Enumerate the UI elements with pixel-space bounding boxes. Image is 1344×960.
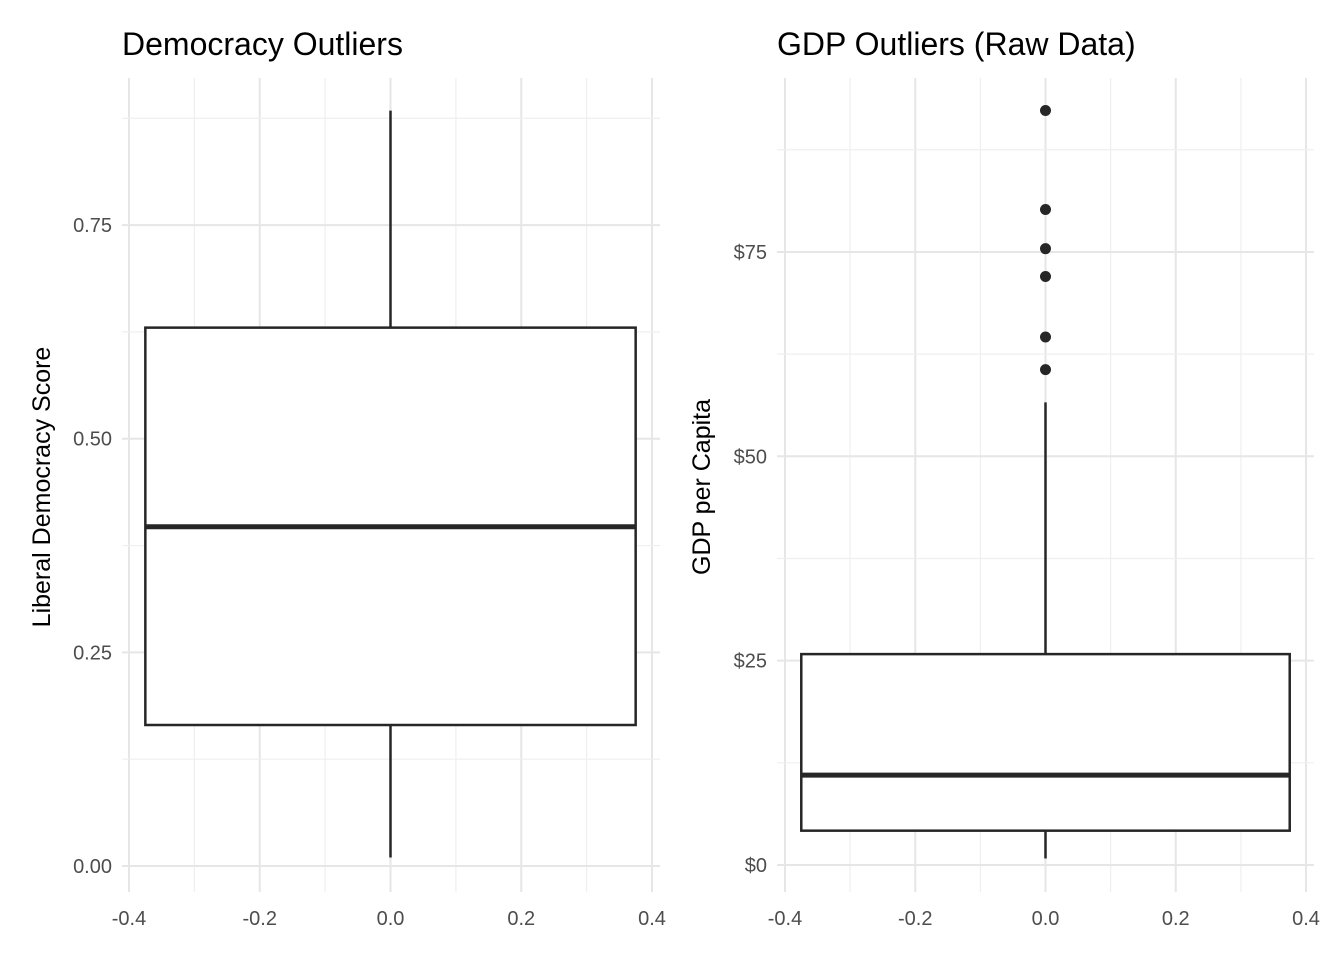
- outlier-point: [1040, 203, 1051, 215]
- outlier-point: [1040, 105, 1051, 117]
- outlier-point: [1040, 331, 1051, 343]
- outlier-point: [1040, 364, 1051, 376]
- y-axis-label: GDP per Capita: [688, 399, 716, 575]
- x-tick-label: 0.0: [377, 908, 405, 930]
- iqr-box: [800, 652, 1291, 832]
- chart-title: Democracy Outliers: [122, 26, 403, 62]
- x-tick-label: -0.2: [243, 908, 277, 930]
- gdp-panel: GDP Outliers (Raw Data) GDP per Capita -…: [688, 26, 1320, 930]
- x-tick-label: 0.0: [1032, 908, 1060, 930]
- y-tick-label: 0.75: [73, 215, 112, 237]
- x-tick-label: 0.2: [507, 908, 535, 930]
- x-tick-label: 0.4: [638, 908, 666, 930]
- y-tick-label: $0: [745, 855, 767, 877]
- x-tick-label: -0.4: [112, 908, 146, 930]
- chart-title: GDP Outliers (Raw Data): [777, 26, 1136, 62]
- y-tick-label: 0.50: [73, 429, 112, 451]
- x-tick-label: -0.4: [768, 908, 802, 930]
- y-tick-label: $75: [734, 242, 767, 264]
- y-tick-label: 0.00: [73, 856, 112, 878]
- x-tick-label: 0.4: [1292, 908, 1320, 930]
- democracy-panel: Democracy Outliers Liberal Democracy Sco…: [28, 26, 666, 930]
- x-tick-label: 0.2: [1162, 908, 1190, 930]
- y-tick-label: $25: [734, 651, 767, 673]
- x-tick-label: -0.2: [898, 908, 932, 930]
- y-tick-label: $50: [734, 446, 767, 468]
- y-tick-label: 0.25: [73, 642, 112, 664]
- outlier-point: [1040, 270, 1051, 282]
- y-axis-label: Liberal Democracy Score: [28, 347, 56, 628]
- outlier-point: [1040, 243, 1051, 255]
